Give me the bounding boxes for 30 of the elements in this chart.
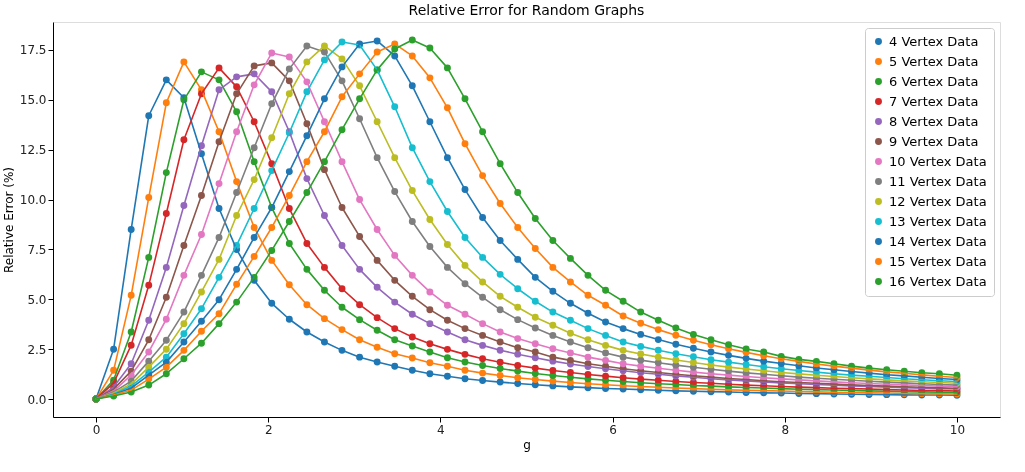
x-tick-label: 10 (949, 422, 966, 437)
x-tick-label: 0 (92, 422, 101, 437)
legend-label: 16 Vertex Data (889, 273, 987, 289)
x-tick-label: 8 (781, 422, 790, 437)
y-tick-label: 2.5 (27, 342, 47, 357)
x-tick-label: 4 (437, 422, 445, 437)
y-tick-label: 0.0 (27, 392, 47, 407)
chart-title: Relative Error for Random Graphs (408, 2, 645, 18)
y-tick-label: 17.5 (19, 43, 47, 58)
x-tick-label: 6 (609, 422, 617, 437)
x-axis-title: g (523, 437, 531, 452)
x-tick-label: 2 (264, 422, 273, 437)
legend-label: 13 Vertex Data (889, 213, 987, 229)
legend-label: 4 Vertex Data (889, 33, 979, 49)
legend-label: 10 Vertex Data (889, 153, 987, 169)
legend-label: 9 Vertex Data (889, 133, 979, 149)
y-axis-title: Relative Error (%) (1, 166, 16, 274)
y-tick-label: 12.5 (19, 143, 47, 158)
legend-label: 8 Vertex Data (889, 113, 979, 129)
legend-label: 15 Vertex Data (889, 253, 987, 269)
legend-label: 11 Vertex Data (889, 173, 987, 189)
y-tick-label: 7.5 (27, 242, 47, 257)
legend-label: 14 Vertex Data (889, 233, 987, 249)
legend-label: 6 Vertex Data (889, 73, 979, 89)
legend-label: 5 Vertex Data (889, 53, 979, 69)
y-tick-label: 5.0 (27, 292, 47, 307)
y-tick-label: 15.0 (19, 93, 47, 108)
legend-label: 12 Vertex Data (889, 193, 987, 209)
y-tick-label: 10.0 (19, 193, 47, 208)
legend-label: 7 Vertex Data (889, 93, 979, 109)
